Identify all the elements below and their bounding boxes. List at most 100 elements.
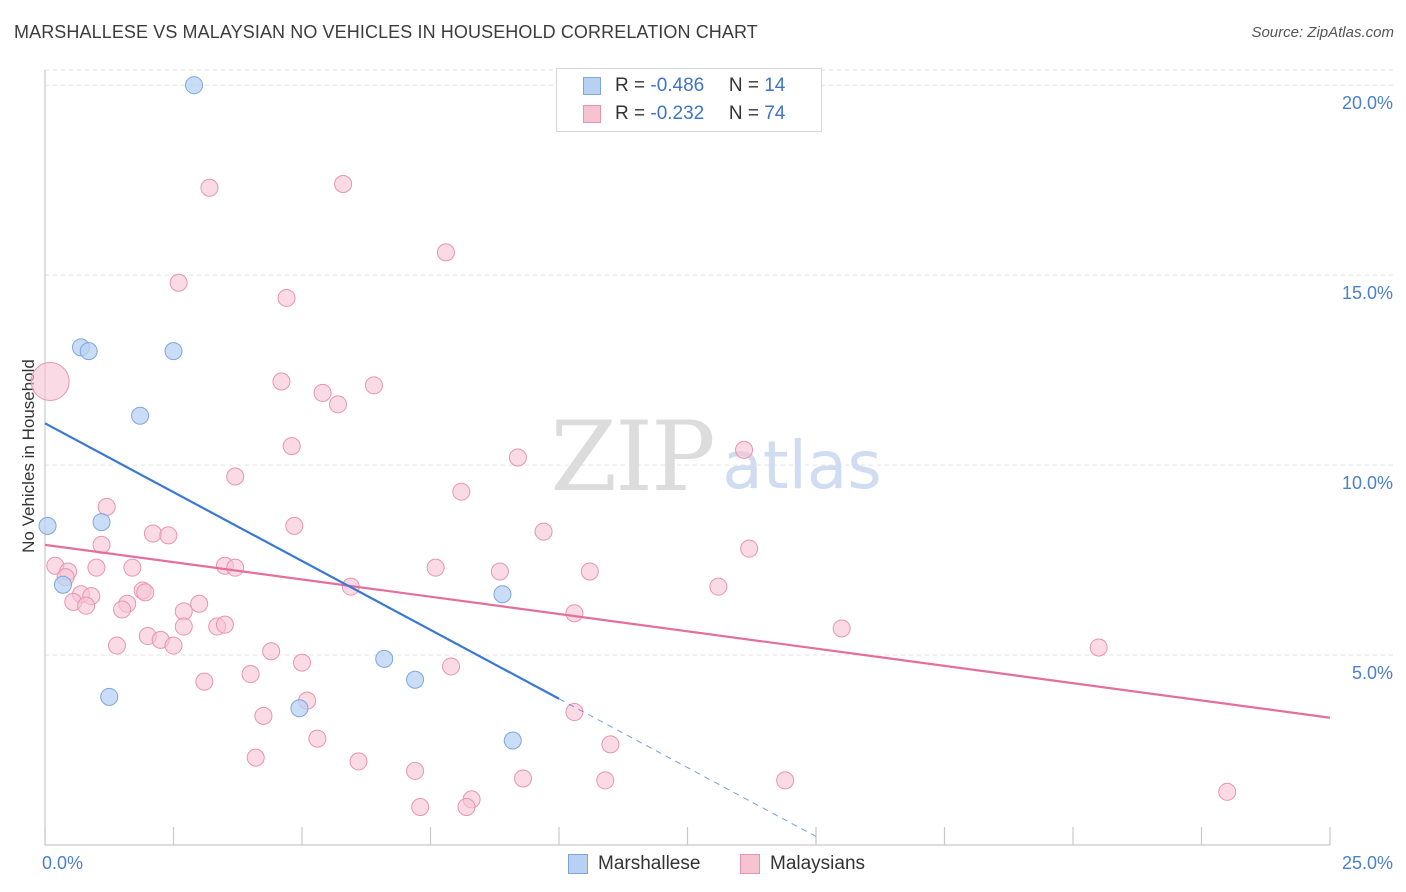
malaysians-point (832, 619, 851, 638)
malaysians-point (293, 653, 311, 672)
marshallese-point (38, 516, 57, 535)
marshallese-point (406, 670, 425, 689)
malaysians-point (226, 467, 245, 486)
bottom-legend-label: Malaysians (770, 853, 866, 874)
marshallese-point (100, 687, 119, 706)
malaysians-points (30, 174, 1237, 817)
bottom-legend-label: Marshallese (598, 853, 701, 874)
legend-r-value: -0.232 (650, 103, 705, 124)
marshallese-point (92, 513, 111, 532)
malaysians-point (190, 594, 209, 613)
legend-r-label: R = (615, 75, 651, 96)
malaysians-point (174, 602, 193, 621)
legend-swatch-pink (583, 105, 601, 123)
legend-r-label: R = (615, 103, 651, 124)
malaysians-point (457, 798, 476, 817)
marshallese-point (375, 649, 394, 668)
y-tick-label: 5.0% (1352, 663, 1393, 683)
legend-r-value: -0.486 (650, 75, 705, 96)
malaysians-point (143, 524, 162, 543)
malaysians-point (776, 771, 795, 790)
malaysians-point (709, 577, 728, 596)
malaysians-point (159, 526, 178, 545)
legend-n-label: N = (728, 75, 765, 96)
malaysians-point (740, 539, 759, 558)
x-tick-label: 0.0% (42, 853, 83, 873)
malaysians-point (490, 562, 509, 581)
malaysians-point (200, 178, 219, 197)
malaysians-point (328, 395, 347, 414)
malaysians-point (1218, 782, 1237, 801)
y-tick-label: 15.0% (1342, 283, 1393, 303)
watermark: ZIP atlas (550, 401, 881, 513)
malaysians-point (123, 558, 142, 577)
malaysians-point (272, 372, 291, 391)
malaysians-point (136, 583, 155, 602)
malaysians-point (195, 672, 214, 691)
marshallese-point (503, 731, 522, 750)
malaysians-point (1089, 638, 1108, 657)
malaysians-point (565, 604, 584, 623)
malaysians-point (313, 383, 332, 402)
bottom-legend-swatch-blue (568, 854, 588, 874)
correlation-legend: R = -0.486 N = 14 R = -0.232 N = 74 (556, 68, 822, 132)
y-axis-label: No Vehicles in Household (19, 359, 38, 553)
malaysians-point (77, 596, 96, 615)
marshallese-trend-extension (558, 698, 817, 837)
marshallese-points (38, 76, 522, 750)
marshallese-point (290, 699, 309, 718)
malaysians-point (596, 771, 615, 790)
legend-swatch-blue (583, 77, 601, 95)
malaysians-point (411, 798, 430, 817)
malaysians-point (97, 497, 116, 516)
malaysians-point (169, 273, 188, 292)
marshallese-point (53, 575, 72, 594)
malaysians-point (364, 376, 383, 395)
malaysians-point (514, 769, 533, 788)
malaysians-point (226, 558, 245, 577)
malaysians-point (241, 665, 260, 684)
malaysians-point (601, 735, 620, 754)
malaysians-point (246, 748, 265, 767)
malaysians-point (164, 636, 183, 655)
malaysians-point (254, 706, 273, 725)
marshallese-point (493, 585, 512, 604)
malaysians-point (30, 362, 70, 402)
malaysians-point (285, 516, 304, 535)
malaysians-point (334, 174, 353, 193)
malaysians-point (565, 703, 584, 722)
malaysians-point (442, 657, 461, 676)
bottom-legend-swatch-pink (740, 854, 760, 874)
y-tick-labels: 5.0% 10.0% 15.0% 20.0% (1342, 93, 1393, 683)
malaysians-point (174, 617, 193, 636)
malaysians-point (436, 243, 455, 262)
malaysians-point (426, 558, 445, 577)
malaysians-point (349, 752, 368, 771)
axes (44, 70, 1331, 846)
legend-n-label: N = (728, 103, 765, 124)
legend-n-value: 14 (764, 75, 786, 96)
malaysians-point (308, 729, 327, 748)
marshallese-point (131, 406, 150, 425)
malaysians-point (107, 636, 126, 655)
legend-n-value: 74 (764, 103, 786, 124)
malaysians-point (534, 522, 553, 541)
trend-lines (44, 422, 1331, 837)
malaysians-point (215, 615, 234, 634)
malaysians-point (452, 482, 471, 501)
marshallese-trend-line (44, 422, 560, 700)
y-tick-label: 10.0% (1342, 473, 1393, 493)
malaysians-point (735, 440, 754, 459)
malaysians-point (508, 448, 527, 467)
malaysians-point (113, 600, 132, 619)
gridlines (45, 69, 1395, 656)
marshallese-point (185, 76, 204, 95)
malaysians-trend-line (44, 543, 1331, 719)
malaysians-point (262, 642, 281, 661)
marshallese-point (79, 342, 98, 361)
x-tick-labels: 0.0% 25.0% (42, 853, 1393, 873)
marshallese-point (164, 342, 183, 361)
watermark-atlas: atlas (722, 427, 882, 504)
chart-title: MARSHALLESE VS MALAYSIAN NO VEHICLES IN … (14, 22, 758, 42)
